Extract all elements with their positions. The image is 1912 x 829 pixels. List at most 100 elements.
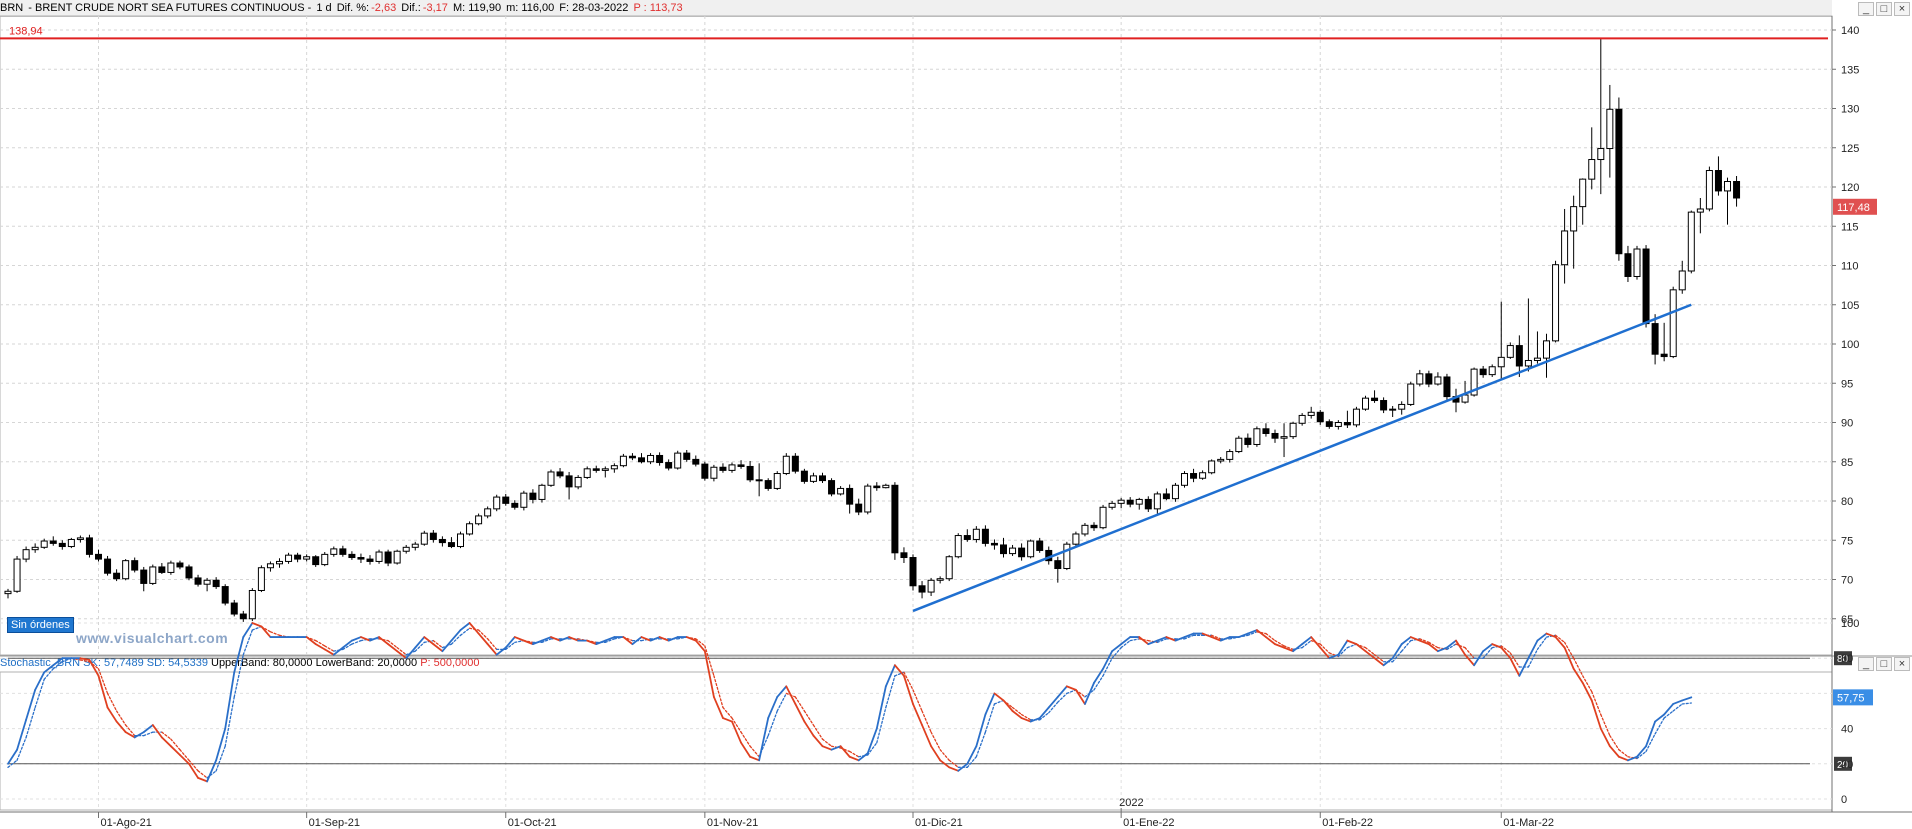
x-tick-label: 01-Oct-21: [508, 817, 557, 829]
stochastic-sk-segment: [1047, 696, 1059, 709]
stochastic-sd-segment: [821, 738, 833, 747]
stochastic-sd-segment: [7, 759, 18, 768]
candle-body-down: [1000, 544, 1007, 555]
stochastic-sd-segment: [604, 638, 615, 644]
candle-body-down: [502, 496, 510, 504]
candle: [909, 554, 917, 591]
candle: [85, 534, 93, 558]
candle: [1714, 156, 1722, 196]
stochastic-sk-segment: [884, 664, 896, 688]
candle: [339, 545, 347, 557]
candle: [990, 539, 998, 550]
candle: [683, 449, 691, 462]
candle: [1543, 333, 1550, 378]
indicator-close-button[interactable]: ×: [1894, 657, 1910, 671]
candle: [285, 552, 293, 564]
stochastic-sd-segment: [867, 742, 878, 756]
candle-body-down: [900, 552, 908, 559]
stochastic-sk-segment: [133, 731, 145, 739]
candle-body-up: [945, 556, 953, 580]
maximize-button[interactable]: □: [1876, 2, 1892, 16]
candle-body-up: [393, 550, 401, 564]
stochastic-sd-segment: [740, 731, 751, 747]
candle-body-down: [49, 540, 57, 544]
stochastic-sd-segment: [1681, 702, 1692, 705]
price-y-tick-label: 125: [1841, 143, 1859, 155]
stochastic-sd-segment: [79, 659, 91, 663]
candle: [1334, 420, 1342, 430]
candle-body-down: [873, 485, 881, 489]
stochastic-sk-segment: [1554, 636, 1566, 649]
candle-body-up: [1461, 394, 1469, 403]
band-tag: [1834, 651, 1852, 666]
stochastic-sd-segment: [1120, 639, 1131, 649]
stochastic-sk-segment: [749, 755, 761, 762]
candle: [1199, 470, 1207, 480]
candle: [22, 546, 30, 563]
candle-body-up: [248, 589, 256, 620]
close-button[interactable]: ×: [1894, 2, 1910, 16]
candle-body-up: [1524, 359, 1532, 367]
stochastic-sd-segment: [1654, 717, 1665, 735]
instrument-name: - BRENT CRUDE NORT SEA FUTURES CONTINUOU…: [28, 2, 312, 14]
candle-body-up: [1289, 422, 1297, 438]
indicator-minimize-button[interactable]: _: [1858, 657, 1874, 671]
orders-badge[interactable]: Sin órdenes: [7, 617, 74, 633]
candle: [239, 610, 247, 622]
candle: [755, 463, 763, 497]
stochastic-sk-segment: [1590, 699, 1602, 730]
stochastic-sk-segment: [1237, 632, 1249, 638]
indicator-maximize-button[interactable]: □: [1876, 657, 1892, 671]
stochastic-sk-segment: [685, 636, 697, 642]
stochastic-sd-segment: [486, 638, 498, 651]
candle: [357, 553, 365, 564]
stochastic-sk-segment: [595, 639, 607, 646]
stochastic-sd-segment: [52, 661, 63, 670]
candle: [1135, 497, 1143, 510]
candle: [891, 482, 899, 560]
stochastic-sd-segment: [1419, 638, 1430, 644]
candle: [203, 577, 211, 592]
stochastic-sd-segment: [984, 703, 996, 733]
candle: [1072, 531, 1080, 546]
stochastic-sk-segment: [1120, 636, 1132, 646]
stochastic-sd-segment: [1573, 657, 1584, 677]
candle: [773, 471, 781, 491]
candle-body-up: [1009, 547, 1017, 555]
stochastic-sd-segment: [387, 639, 398, 649]
stochastic-panel: 80 20: [7, 622, 1852, 783]
stochastic-sd-segment: [1247, 631, 1258, 636]
candle-body-down: [140, 569, 148, 584]
stochastic-sd-segment: [749, 745, 760, 758]
stochastic-sd-segment: [1183, 634, 1195, 640]
stochastic-sd-segment: [1011, 706, 1023, 716]
candle-body-up: [1696, 208, 1704, 213]
candle-body-up: [122, 560, 130, 580]
candle-body-up: [1171, 484, 1179, 500]
candle: [1108, 501, 1116, 510]
candle: [1027, 539, 1035, 559]
stochastic-sk-segment: [1337, 639, 1349, 656]
chart-header: BRN - BRENT CRUDE NORT SEA FUTURES CONTI…: [0, 0, 1832, 17]
stochastic-sk-segment: [1455, 639, 1466, 656]
candle: [438, 536, 446, 547]
minimize-button[interactable]: _: [1858, 2, 1874, 16]
stochastic-sk-segment: [803, 720, 815, 737]
candle-body-down: [565, 475, 573, 488]
stochastic-sk-segment: [1473, 650, 1485, 667]
stochastic-sd-segment: [541, 638, 552, 644]
candle-body-down: [1054, 560, 1062, 570]
candle: [1325, 419, 1333, 429]
candle-body-up: [619, 455, 627, 467]
candle: [601, 466, 609, 478]
candle-body-down: [1624, 253, 1632, 277]
stochastic-sd-segment: [125, 724, 136, 737]
candle-body-up: [1352, 408, 1360, 426]
stochastic-sd-segment: [16, 736, 27, 761]
stochastic-sk-segment: [1572, 667, 1584, 684]
stochastic-sd-segment: [1591, 690, 1602, 716]
stochastic-sk-segment: [1509, 657, 1521, 677]
stochastic-sk-segment: [1482, 643, 1494, 653]
stochastic-sd-segment: [1509, 652, 1520, 668]
